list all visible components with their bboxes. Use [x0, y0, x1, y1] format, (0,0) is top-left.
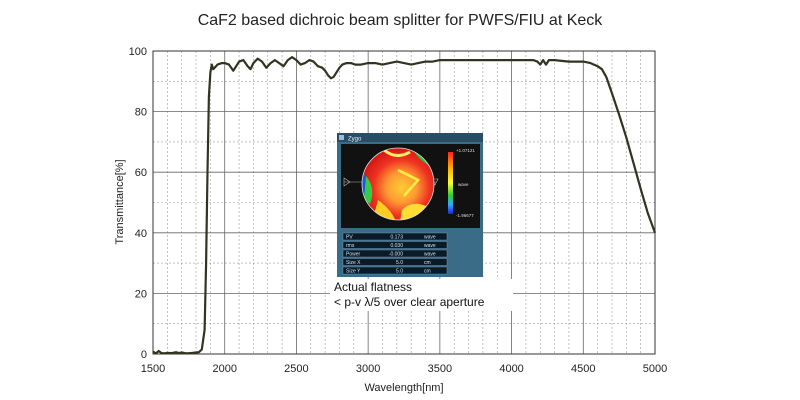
measurement-unit: wave — [424, 252, 436, 258]
measurement-label: PV — [346, 235, 353, 241]
left-marker-icon — [343, 177, 351, 187]
caption-line-2: < p-v λ/5 over clear aperture — [334, 295, 485, 309]
scale-max-label: +1.07121 — [456, 148, 475, 153]
y-tick-label: 20 — [135, 288, 147, 300]
measurement-row — [342, 232, 448, 241]
y-tick-label: 0 — [141, 349, 147, 361]
measurement-label: rms — [346, 243, 355, 249]
measurement-label: Size X — [346, 260, 361, 266]
measurement-value: 0.173 — [390, 235, 403, 241]
measurement-value: 5.0 — [396, 260, 403, 266]
x-axis-label: Wavelength[nm] — [364, 382, 443, 394]
y-tick-label: 60 — [135, 167, 147, 179]
measurement-unit: wave — [424, 235, 436, 241]
tick-labels: 1500 2000 2500 3000 3500 4000 4500 5000 0 20 40 60 8… — [129, 46, 668, 375]
measurement-row — [342, 266, 448, 275]
scale-mid-label: wave — [458, 182, 469, 187]
y-tick-label: 100 — [129, 46, 147, 58]
measurement-value: 0.030 — [390, 243, 403, 249]
flatness-caption: Actual flatness < p-v λ/5 over clear ape… — [330, 279, 513, 311]
measurement-unit: wave — [424, 243, 436, 249]
x-tick-label: 5000 — [643, 363, 667, 375]
measurement-unit: cm — [424, 260, 431, 266]
measurement-value: 5.0 — [396, 269, 403, 275]
measurement-label: Power — [346, 252, 361, 258]
measurement-label: Size Y — [346, 269, 361, 275]
x-tick-label: 1500 — [141, 363, 165, 375]
measurement-value: -0.000 — [389, 252, 403, 258]
x-tick-label: 2000 — [212, 363, 236, 375]
measurement-row — [342, 249, 448, 258]
inset-header-tag: Zygo — [348, 137, 362, 143]
inset-close-icon — [339, 135, 344, 140]
plot-frame — [152, 50, 656, 355]
measurement-unit: cm — [424, 269, 431, 275]
y-axis-label: Transmittance[%] — [114, 159, 126, 244]
x-tick-label: 4000 — [499, 363, 523, 375]
x-tick-label: 3000 — [356, 363, 380, 375]
transmittance-curve — [152, 56, 657, 355]
color-scale-bar — [448, 152, 453, 214]
caption-line-1: Actual flatness — [334, 280, 413, 294]
measurement-table: PV 0.173 wave rms 0.030 wave Power -0.000 wave Si… — [342, 232, 448, 275]
x-tick-label: 3500 — [428, 363, 452, 375]
measurement-row — [342, 258, 448, 266]
inset-titlebar — [337, 133, 483, 142]
chart-title: CaF2 based dichroic beam splitter for PW… — [197, 12, 603, 29]
x-tick-label: 2500 — [284, 363, 308, 375]
scale-min-label: -1.96677 — [456, 213, 474, 218]
measurement-row — [342, 241, 448, 249]
y-tick-label: 40 — [135, 228, 147, 240]
y-tick-label: 80 — [135, 107, 147, 119]
x-tick-label: 4500 — [571, 363, 595, 375]
flatness-inset: Zygo +1.07121 wave -1.96677 PV 0.173 wave r… — [337, 133, 483, 277]
